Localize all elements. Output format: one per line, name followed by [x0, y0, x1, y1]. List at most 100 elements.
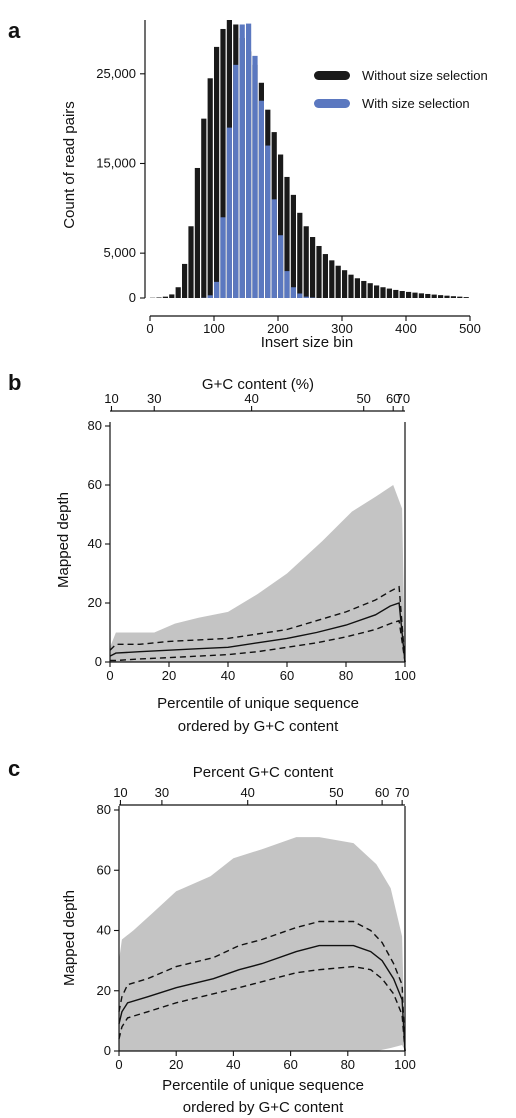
- bar: [226, 127, 232, 298]
- bar: [393, 289, 399, 298]
- bar: [175, 287, 181, 298]
- bar: [182, 263, 188, 298]
- y-tick-label: 15,000: [96, 155, 136, 170]
- bar: [258, 100, 264, 299]
- y-tick-label: 0: [104, 1043, 111, 1058]
- bar: [220, 28, 226, 298]
- top-tick-label: 50: [329, 785, 343, 800]
- bar: [342, 270, 348, 298]
- bar: [316, 245, 322, 298]
- y-tick-label: 20: [88, 595, 102, 610]
- panel-c-x-axis-title-line2: ordered by G+C content: [183, 1099, 344, 1116]
- bar: [361, 280, 367, 298]
- x-tick-label: 60: [283, 1057, 297, 1072]
- panel-c-x-axis-title-line1: Percentile of unique sequence: [162, 1077, 364, 1094]
- y-tick-label: 80: [88, 418, 102, 433]
- bar: [399, 291, 405, 298]
- top-tick-label: 50: [356, 391, 370, 406]
- panel-a-x-axis-title: Insert size bin: [261, 334, 354, 351]
- bar: [156, 297, 162, 298]
- bar: [303, 226, 309, 298]
- y-tick-label: 80: [97, 802, 111, 817]
- bar: [220, 217, 226, 298]
- x-tick-label: 100: [394, 1057, 416, 1072]
- bar: [297, 293, 303, 298]
- x-tick-label: 500: [459, 321, 481, 336]
- panel-b-x-axis-title-line1: Percentile of unique sequence: [157, 695, 359, 712]
- bar: [444, 295, 450, 298]
- bar: [303, 296, 309, 298]
- panel-b-top-axis-title: G+C content (%): [202, 376, 314, 393]
- x-tick-label: 0: [146, 321, 153, 336]
- bar: [425, 293, 431, 298]
- y-tick-label: 20: [97, 983, 111, 998]
- y-tick-label: 40: [97, 923, 111, 938]
- x-tick-label: 0: [106, 668, 113, 683]
- top-tick-label: 70: [396, 391, 410, 406]
- top-tick-label: 70: [395, 785, 409, 800]
- bar: [271, 199, 277, 298]
- bar: [418, 293, 424, 298]
- x-tick-label: 40: [221, 668, 235, 683]
- x-tick-label: 20: [162, 668, 176, 683]
- bar: [207, 295, 213, 298]
- top-tick-label: 10: [113, 785, 127, 800]
- bar: [380, 287, 386, 298]
- bar: [310, 237, 316, 298]
- x-tick-label: 100: [394, 668, 416, 683]
- bar: [284, 176, 290, 298]
- bar: [201, 118, 207, 299]
- legend-label-with: With size selection: [362, 96, 470, 111]
- panel-b-x-axis-title-line2: ordered by G+C content: [178, 718, 339, 735]
- y-tick-label: 0: [95, 654, 102, 669]
- top-tick-label: 40: [244, 391, 258, 406]
- top-tick-label: 10: [104, 391, 118, 406]
- panel-letter-c: c: [8, 756, 20, 781]
- bar: [406, 291, 412, 298]
- bar: [438, 295, 444, 298]
- y-tick-label: 60: [97, 862, 111, 877]
- quantile-line: [118, 965, 406, 1052]
- panel-c-top-axis-title: Percent G+C content: [193, 764, 334, 781]
- x-tick-label: 80: [341, 1057, 355, 1072]
- legend-swatch-without: [314, 71, 350, 80]
- bar: [233, 64, 239, 298]
- bar: [188, 226, 194, 298]
- bar: [169, 294, 175, 298]
- x-tick-label: 200: [267, 321, 289, 336]
- y-tick-label: 40: [88, 536, 102, 551]
- quantile-line: [110, 619, 406, 663]
- bar: [335, 265, 341, 298]
- panel-c-axes: 0 20 40 60 80 0 20 40 60 80 100 10 30 40 50 60 70: [97, 785, 416, 1072]
- bar: [162, 296, 168, 298]
- quantile-line: [109, 585, 406, 663]
- bar: [239, 24, 245, 298]
- panel-letter-a: a: [8, 18, 21, 43]
- bar: [290, 287, 296, 298]
- bar: [246, 23, 252, 299]
- bar: [329, 260, 335, 298]
- top-tick-label: 30: [147, 391, 161, 406]
- y-tick-label: 0: [129, 290, 136, 305]
- series-with-size-selection: [201, 23, 316, 299]
- x-tick-label: 80: [339, 668, 353, 683]
- bar: [214, 281, 220, 298]
- panel-a-legend: Without size selection With size selecti…: [314, 68, 488, 111]
- bar: [457, 296, 463, 298]
- panel-a-histogram: 0 5,000 15,000 25,000 0 100 200 300 400 500 Inser…: [61, 20, 488, 351]
- series-without-size-selection: [150, 20, 469, 299]
- panel-b-y-axis-title: Mapped depth: [55, 492, 72, 588]
- median-line: [109, 602, 406, 663]
- bar: [322, 254, 328, 298]
- bar: [278, 235, 284, 298]
- x-tick-label: 300: [331, 321, 353, 336]
- x-tick-label: 0: [115, 1057, 122, 1072]
- x-tick-label: 100: [203, 321, 225, 336]
- top-tick-label: 60: [386, 391, 400, 406]
- panel-c-y-axis-title: Mapped depth: [61, 890, 78, 986]
- median-line: [118, 944, 406, 1052]
- panel-b-plot-area: [109, 485, 406, 663]
- panel-a-y-axis-title: Count of read pairs: [61, 101, 78, 229]
